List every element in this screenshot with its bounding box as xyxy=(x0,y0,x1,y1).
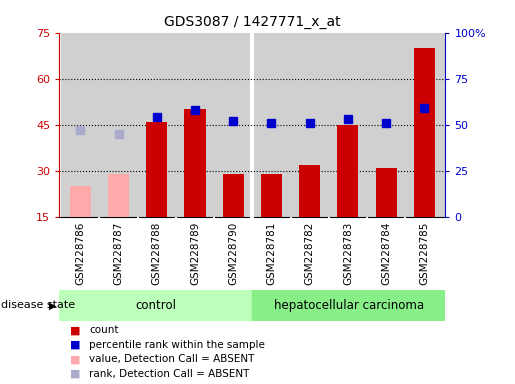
Bar xyxy=(214,33,252,217)
Text: GSM228785: GSM228785 xyxy=(419,222,430,285)
Bar xyxy=(222,174,244,217)
Text: count: count xyxy=(89,325,118,335)
Bar xyxy=(108,174,129,217)
Text: GSM228784: GSM228784 xyxy=(381,222,391,285)
Text: value, Detection Call = ABSENT: value, Detection Call = ABSENT xyxy=(89,354,254,364)
Text: control: control xyxy=(135,299,176,312)
Bar xyxy=(184,109,205,217)
Text: GSM228788: GSM228788 xyxy=(152,222,162,285)
Bar xyxy=(138,33,176,217)
Bar xyxy=(176,33,214,217)
Bar xyxy=(261,174,282,217)
Text: rank, Detection Call = ABSENT: rank, Detection Call = ABSENT xyxy=(89,369,249,379)
Bar xyxy=(329,33,367,217)
Bar xyxy=(59,290,252,321)
Title: GDS3087 / 1427771_x_at: GDS3087 / 1427771_x_at xyxy=(164,15,340,29)
Bar xyxy=(367,33,405,217)
Text: GSM228783: GSM228783 xyxy=(343,222,353,285)
Bar xyxy=(414,48,435,217)
Bar xyxy=(290,33,329,217)
Bar xyxy=(299,165,320,217)
Text: GSM228787: GSM228787 xyxy=(113,222,124,285)
Text: ■: ■ xyxy=(70,354,80,364)
Bar xyxy=(99,33,138,217)
Text: disease state: disease state xyxy=(1,300,75,310)
Bar xyxy=(252,290,445,321)
Bar xyxy=(252,33,290,217)
Text: ■: ■ xyxy=(70,325,80,335)
Text: GSM228789: GSM228789 xyxy=(190,222,200,285)
Text: GSM228790: GSM228790 xyxy=(228,222,238,285)
Text: ■: ■ xyxy=(70,369,80,379)
Bar xyxy=(375,168,397,217)
Text: ▶: ▶ xyxy=(49,300,57,310)
Bar xyxy=(405,33,443,217)
Text: GSM228781: GSM228781 xyxy=(266,222,277,285)
Text: GSM228782: GSM228782 xyxy=(305,222,315,285)
Bar xyxy=(61,33,99,217)
Text: percentile rank within the sample: percentile rank within the sample xyxy=(89,340,265,350)
Bar xyxy=(146,122,167,217)
Bar xyxy=(70,186,91,217)
Text: hepatocellular carcinoma: hepatocellular carcinoma xyxy=(274,299,424,312)
Text: GSM228786: GSM228786 xyxy=(75,222,85,285)
Text: ■: ■ xyxy=(70,340,80,350)
Bar xyxy=(337,125,358,217)
